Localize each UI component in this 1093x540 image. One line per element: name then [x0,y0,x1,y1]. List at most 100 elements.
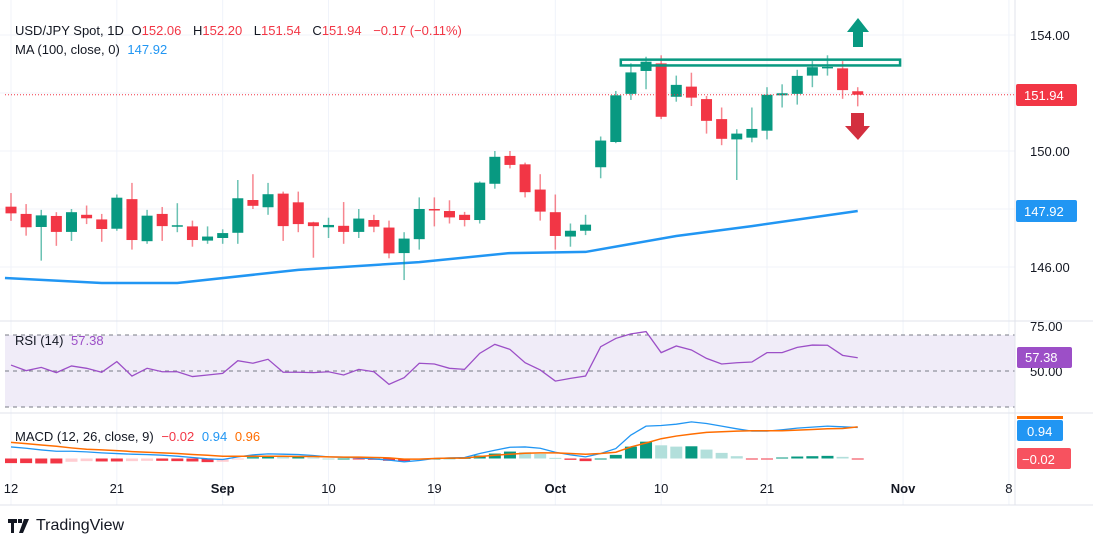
candle-down [247,174,259,209]
candle-up [398,232,410,281]
candle-body [20,213,32,228]
candle-down [428,197,440,227]
time-tick-label: 21 [760,481,774,496]
candle-up [625,63,637,100]
macd-histogram-bar [337,458,350,460]
ma-legend-label: MA (100, close, 0) [15,42,120,57]
resistance-zone[interactable] [619,58,902,67]
macd-histogram-bar [201,458,214,463]
macd-histogram-bar [20,458,33,464]
candle-up [65,209,77,241]
tradingview-logo[interactable]: TradingView [8,517,124,535]
candle-body [141,215,153,242]
candle-up [323,217,335,238]
candle-body [731,133,743,140]
macd-histogram-bar [231,458,244,460]
candle-body [202,236,214,241]
macd-histogram-bar [564,458,577,460]
candle-down [126,182,138,250]
macd-histogram-bar [246,457,259,459]
candle-body [217,233,229,238]
candle-down [701,95,713,134]
macd-histogram-bar [80,458,93,462]
candle-up [776,84,788,108]
candle-up [171,203,183,233]
close-value: 151.94 [321,23,362,38]
rsi-legend-label: RSI (14) [15,333,64,348]
candle-up [595,136,607,179]
ma-legend-value: 147.92 [127,42,168,57]
candle-body [247,200,259,206]
rsi-line-layer [10,330,858,386]
candle-body [126,199,138,241]
candle-body [368,220,380,227]
macd-histogram-bar [95,458,108,462]
high-label: H [193,23,203,38]
candle-body [519,164,531,193]
candle-body [459,214,471,221]
time-tick-label: 10 [321,481,335,496]
ma-badge-text: 147.92 [1024,204,1064,219]
time-tick-label: 12 [4,481,18,496]
macd-histogram-bar [488,453,501,459]
candle-body [580,224,592,231]
time-tick-label: Sep [211,481,235,496]
hist-badge-text: −0.02 [1022,452,1055,467]
candle-up [232,180,244,244]
rsi-levels [5,334,1015,408]
candle-down [307,221,319,258]
macd-histogram-bar [503,451,516,459]
time-axis[interactable]: 12 21 Sep 10 19 Oct 10 21 Nov 8 [4,481,1013,496]
candle-body [791,75,803,94]
candle-body [338,225,350,232]
candle-body [595,140,607,168]
time-tick-label: 8 [1005,481,1012,496]
macd-histogram-bar [670,446,683,459]
up-arrow-icon [847,18,869,47]
symbol-title[interactable]: USD/JPY Spot, 1D [15,23,124,38]
low-label: L [253,23,262,38]
candle-up [111,194,123,231]
macd-histogram-bar [851,458,864,460]
macd-histogram-bar [216,458,229,462]
high-value: 152.20 [202,23,243,38]
candle-up [580,214,592,236]
candle-down [519,162,531,198]
ohlc-legend: USD/JPY Spot, 1D O152.06 H152.20 L151.54… [15,23,466,38]
open-value: 152.06 [141,23,182,38]
macd-legend-hist: −0.02 [161,429,195,444]
tradingview-logo-icon [8,519,29,533]
candle-body [852,91,864,95]
rsi-badge-text: 57.38 [1025,350,1058,365]
macd-histogram-bar [277,456,290,459]
macd-legend-macd: 0.94 [201,429,228,444]
candle-up [217,229,229,244]
candle-up [564,223,576,247]
candle-up [489,151,501,189]
time-tick-label: 10 [654,481,668,496]
macd-histogram-bar [624,446,637,459]
candle-body [413,209,425,240]
candle-body [353,218,365,232]
ma-legend[interactable]: MA (100, close, 0) 147.92 [15,42,171,57]
time-tick-label: Oct [544,481,566,496]
candle-down [534,174,546,221]
candle-body [806,67,818,76]
macd-histogram-bar [715,452,728,459]
macd-histogram-bar [171,458,184,462]
candle-down [338,202,350,244]
candle-down [96,213,108,242]
rsi-legend[interactable]: RSI (14) 57.38 [15,333,108,348]
time-tick-label: 19 [427,481,441,496]
price-badge: 151.94 [1016,84,1077,106]
candle-body [670,84,682,97]
rsi-badge: 57.38 [1017,347,1072,368]
candle-down [156,206,168,241]
candle-up [413,197,425,250]
candle-body [50,215,62,232]
macd-legend[interactable]: MACD (12, 26, close, 9) −0.02 0.94 0.96 [15,429,264,444]
candle-body [821,66,833,69]
candle-up [474,181,486,224]
